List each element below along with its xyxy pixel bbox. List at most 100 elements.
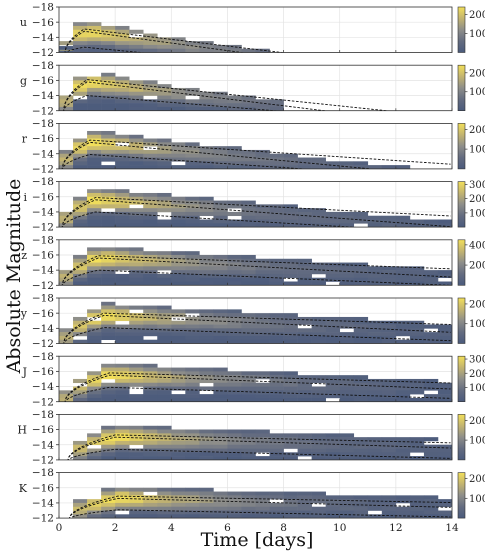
panel-z: −18 −16 −14 −12 z 200 400 [21,234,485,292]
median-curve [64,374,451,402]
heatmap-cell [255,335,270,341]
heatmap-cell [101,397,116,402]
heatmap-cell [115,339,130,344]
heatmap-cell [171,48,186,53]
colorbar-gradient [457,297,466,344]
heatmap-cell [409,440,425,446]
heatmap-cell [87,378,102,384]
heatmap-cell [101,80,116,85]
heatmap-cell [283,219,298,224]
heatmap-cell [353,320,369,325]
lower-envelope-curve [64,386,451,402]
heatmap-cell [437,444,452,449]
colorbar-tick-label: 200 [469,299,485,310]
heatmap-cell [185,514,200,519]
heatmap-cell [339,502,355,508]
heatmap-cell [59,335,74,341]
heatmap-cell [157,448,172,453]
model-curves [64,372,451,402]
heatmap-cells [59,301,452,344]
heatmap-cell [367,281,383,286]
y-tick-label: −18 [32,293,54,305]
heatmap-cell [283,452,298,457]
heatmap-cell [339,456,355,460]
heatmap-cell [101,506,116,511]
y-tick-label: −14 [32,90,54,102]
heatmap-cell [157,277,172,282]
heatmap-cell [241,440,256,446]
heatmap-cell [199,448,214,453]
heatmap-cell [367,378,383,384]
heatmap-cell [339,277,355,282]
heatmap-cell [171,452,186,457]
heatmap-cell [395,514,411,519]
model-curves [61,139,451,169]
heatmap-cell [59,394,74,399]
heatmap-cell [59,281,74,286]
heatmap-cell [143,204,158,209]
colorbar-tick-label: 200 [469,416,485,427]
heatmap-cell [129,146,144,151]
heatmap-cell [339,335,355,341]
heatmap-cell [143,313,158,318]
x-tick-label: 2 [112,522,119,534]
heatmap-cell [353,448,369,453]
heatmap-cell [297,510,312,515]
heatmap-cell [59,161,74,166]
heatmap-cell [395,328,411,333]
heatmap-cell [297,281,312,286]
heatmap-cell [241,161,256,166]
heatmap-cell [199,491,214,496]
heatmap-cell [199,313,214,318]
heatmap-cell [101,130,116,136]
heatmap-cell [115,324,130,329]
heatmap-cell [101,99,116,104]
heatmap-cell [115,76,130,81]
heatmap-cell [325,506,341,511]
heatmap-cell [129,491,144,496]
heatmap-cell [423,382,439,387]
heatmap-cell [255,448,270,453]
heatmap-cell [227,320,242,325]
heatmap-cell [423,273,439,279]
heatmap-cell [283,270,298,275]
heatmap-cell [367,219,383,224]
heatmap-cell [353,211,369,217]
heatmap-cell [171,200,186,205]
heatmap-cell [437,502,452,508]
heatmap-cell [129,247,144,252]
heatmap-cell [325,382,341,387]
heatmap-cell [129,437,144,442]
heatmap-cell [199,196,214,201]
heatmap-cell [101,91,116,96]
heatmap-cell [101,25,116,31]
heatmap-cell [199,452,214,457]
heatmap-cell [297,211,312,217]
heatmap-cell [283,161,298,166]
heatmap-cell [157,84,172,89]
y-tick-label: −12 [32,105,54,117]
heatmap-cell [115,223,130,228]
heatmap-cell [269,208,284,213]
heatmap-cell [59,390,74,395]
heatmap-cell [199,273,214,279]
heatmap-cell [311,320,326,325]
heatmap-cell [367,506,383,511]
heatmap-cell [87,103,102,108]
heatmap-cell [255,208,270,213]
heatmap-cell [115,215,130,220]
heatmap-cell [353,219,369,224]
heatmap-cell [367,270,383,275]
y-tick-label: −14 [32,207,54,219]
heatmap-cell [101,363,116,368]
heatmap-cell [185,103,200,108]
heatmap-cell [255,258,270,263]
heatmap-cell [395,266,411,271]
heatmap-cell [283,382,298,387]
heatmap-cell [437,514,452,519]
heatmap-cell [199,433,214,438]
heatmap-cell [227,429,242,434]
panel-g: −18 −16 −14 −12 g 100 200 [20,60,485,118]
heatmap-cell [269,215,284,220]
heatmap-cell [101,149,116,155]
